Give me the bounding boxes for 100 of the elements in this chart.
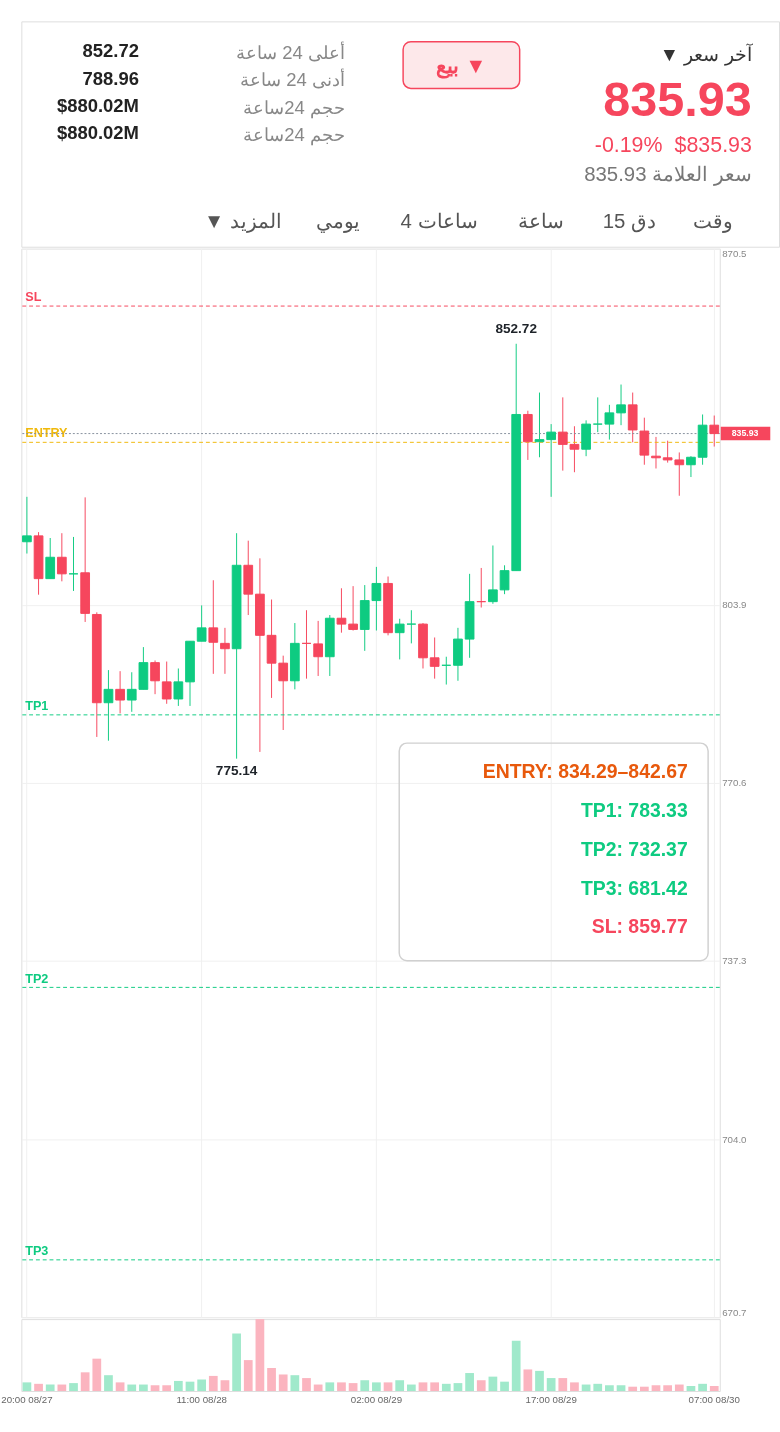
bar [104, 1375, 113, 1392]
bar [337, 1382, 346, 1392]
bar [372, 1382, 381, 1392]
bar [302, 1378, 311, 1392]
x-tick-label: 17:00 08/29 [525, 1394, 577, 1406]
bar [278, 1374, 288, 1392]
bar [22, 1382, 32, 1392]
text: حجم 24ساعة [243, 96, 345, 119]
bar [546, 1378, 556, 1392]
bar [173, 1380, 183, 1392]
bar [57, 1384, 67, 1392]
bar [558, 1378, 568, 1392]
text: 4 ساعات [400, 210, 478, 233]
text: 15 دق [602, 210, 657, 234]
bar [232, 1333, 241, 1392]
y-tick-label: 737.3 [722, 955, 747, 967]
x-tick-label: 20:00 08/27 [1, 1394, 53, 1406]
x-tick-label: 07:00 08/30 [688, 1394, 741, 1406]
annotation: ENTRY: 834.29–842.67 [482, 760, 688, 783]
bar [139, 1384, 148, 1392]
bar [325, 1382, 335, 1392]
bar [674, 1384, 684, 1392]
text: -0.19% [594, 132, 663, 157]
bar [535, 1370, 544, 1392]
bar [651, 1385, 661, 1392]
bar [80, 1372, 90, 1392]
ref-line-label: TP3 [25, 1244, 49, 1258]
bar [69, 1383, 78, 1392]
bar [430, 1382, 440, 1392]
bar [406, 1384, 416, 1392]
y-tick-label: 704.0 [722, 1133, 748, 1145]
text: $835.93 [674, 132, 752, 157]
bar [593, 1383, 603, 1392]
ref-line-label: TP1 [25, 699, 49, 713]
text: يومي [316, 210, 361, 234]
bar [255, 1319, 265, 1392]
bar [698, 1383, 707, 1392]
bar [127, 1384, 137, 1392]
y-tick-label: 770.6 [722, 777, 747, 789]
text: ▼ آخر سعر [659, 43, 753, 67]
text: 835.93 [603, 71, 752, 126]
bar [92, 1358, 102, 1392]
text: بيع ▼ [436, 53, 487, 79]
x-tick-label: 11:00 08/28 [176, 1394, 227, 1406]
bar [418, 1382, 428, 1392]
text: $880.02M [56, 94, 139, 116]
annotation: 852.72 [495, 321, 538, 337]
bar [162, 1385, 172, 1392]
bar [267, 1368, 276, 1392]
bar [313, 1384, 323, 1392]
ref-line-label: ENTRY [25, 426, 69, 441]
bar [383, 1382, 393, 1392]
bar [570, 1382, 579, 1392]
x-tick-label: 02:00 08/29 [350, 1394, 403, 1406]
y-tick-label: 803.9 [722, 599, 747, 611]
annotation: TP3: 681.42 [580, 876, 688, 899]
bar [709, 1385, 719, 1392]
bar [395, 1380, 405, 1392]
bar [441, 1383, 451, 1392]
bar [476, 1380, 486, 1392]
bar [605, 1385, 614, 1392]
text: سعر العلامة 835.93 [584, 162, 752, 186]
bar [511, 1340, 521, 1392]
bar [220, 1380, 230, 1392]
bar [360, 1380, 370, 1392]
annotation: TP1: 783.33 [580, 798, 688, 821]
bar [465, 1373, 474, 1392]
bar [115, 1382, 125, 1392]
bar [453, 1383, 463, 1392]
bar [208, 1375, 218, 1392]
bar [243, 1360, 253, 1392]
y-tick-label: 870.5 [722, 247, 747, 259]
text: ▼ المزيد [203, 210, 282, 234]
ref-line-label: TP2 [25, 971, 49, 986]
bar [628, 1386, 638, 1392]
text: 788.96 [82, 67, 139, 89]
ref-line-label: 835.93 [731, 428, 759, 439]
text: أدنى 24 ساعة [240, 68, 345, 91]
text: 852.72 [82, 40, 139, 62]
bar [616, 1385, 626, 1392]
bar [663, 1385, 673, 1392]
bar [34, 1383, 43, 1392]
bar [150, 1385, 160, 1392]
bar [45, 1384, 55, 1392]
y-tick-label: 670.7 [722, 1306, 747, 1318]
bar [348, 1383, 358, 1392]
ref-line-label: SL [25, 290, 42, 305]
bar [500, 1381, 509, 1392]
bar [197, 1379, 207, 1392]
bar [523, 1369, 533, 1392]
text: وقت [692, 210, 733, 234]
bar [290, 1375, 300, 1392]
text: ساعة [518, 210, 565, 233]
bar [686, 1385, 696, 1392]
text: $880.02M [56, 121, 139, 143]
bar [639, 1386, 649, 1392]
annotation: 775.14 [215, 763, 258, 779]
annotation: SL: 859.77 [591, 915, 688, 938]
text: أعلى 24 ساعة [236, 41, 345, 64]
annotation: TP2: 732.37 [580, 837, 688, 860]
